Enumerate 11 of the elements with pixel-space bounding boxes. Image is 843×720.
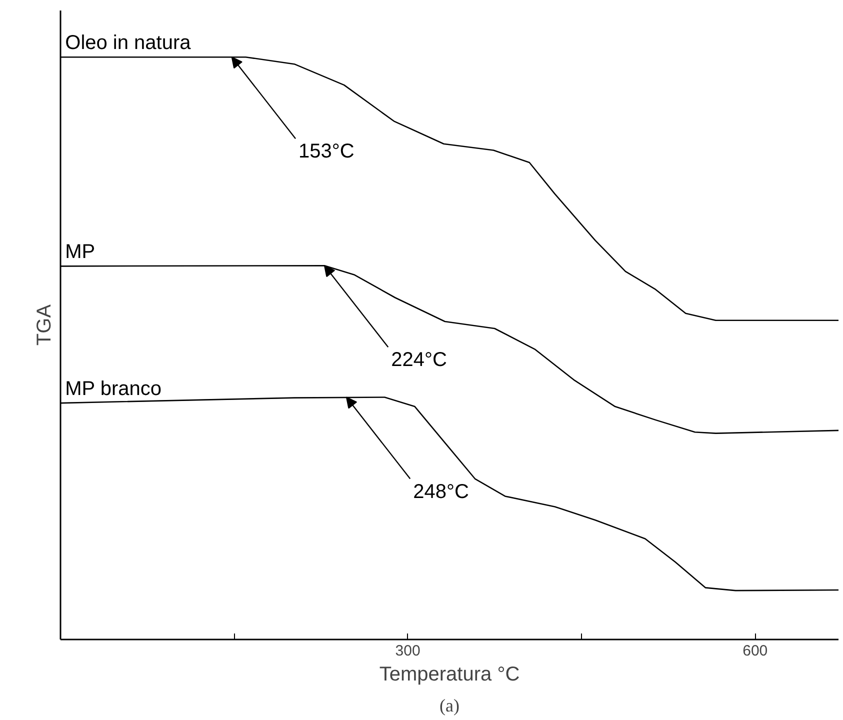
annotation: 153°C [298,140,354,163]
text: (a) [440,696,460,716]
x-tick-label: 600 [742,642,768,660]
annotation: 224°C [391,349,447,372]
x-tick-label: 300 [395,642,420,660]
series-label: Oleo in natura [65,32,192,54]
annotation: 248°C [413,480,469,503]
y-axis-title: TGA [34,304,56,346]
series-label: MP branco [65,378,162,400]
x-axis-title: Temperatura °C [379,664,520,686]
series-label: MP [65,241,96,264]
